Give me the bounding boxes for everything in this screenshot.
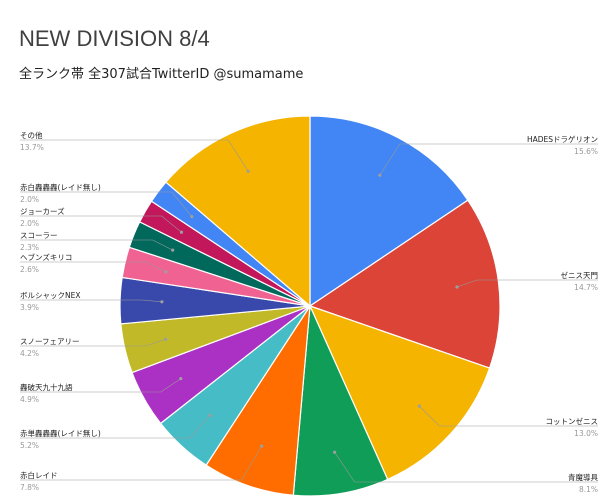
slice-label: ヘブンズキリコ — [20, 252, 72, 262]
slice-label: コットンゼニス — [546, 416, 599, 426]
leader-dot — [179, 230, 184, 234]
slice-label: ゼニス天門 — [561, 270, 599, 280]
slice-label: HADESドラゲリオン — [527, 135, 598, 144]
leader-dot — [164, 270, 168, 274]
slice-percent: 4.2% — [20, 349, 39, 358]
slice-label: スコーラー — [20, 231, 58, 240]
slice-percent: 5.2% — [20, 441, 39, 450]
leader-dot — [246, 169, 250, 173]
slice-label: その他 — [20, 130, 43, 140]
slice-percent: 2.0% — [20, 195, 39, 204]
slice-percent: 14.7% — [574, 283, 598, 292]
leader-line — [456, 279, 598, 288]
leader-line — [379, 143, 598, 176]
leader-dot — [260, 444, 264, 448]
leader-line — [20, 338, 166, 347]
slice-label: スノーフェアリー — [20, 337, 80, 346]
slice-percent: 2.0% — [20, 219, 39, 228]
leader-line — [20, 261, 166, 273]
pie-slice — [309, 115, 469, 308]
pie-slice — [292, 303, 389, 497]
leader-dot — [417, 404, 421, 408]
slice-percent: 8.1% — [579, 485, 598, 494]
pie-slice — [165, 115, 311, 308]
slice-label: 赤白レイド — [20, 470, 58, 480]
leader-dot — [378, 173, 382, 177]
leader-dot — [333, 450, 337, 454]
leader-line — [20, 415, 211, 439]
leader-line — [334, 452, 598, 483]
slice-percent: 15.6% — [574, 147, 598, 156]
slice-label: 轟破天九十九語 — [20, 382, 73, 392]
leader-line — [20, 239, 173, 251]
slice-percent: 2.3% — [20, 243, 39, 252]
leader-dot — [160, 300, 164, 304]
leader-line — [20, 139, 249, 172]
leader-line — [20, 378, 181, 393]
leader-dot — [179, 377, 183, 381]
slice-label: 青魔導具 — [568, 472, 598, 482]
slice-percent: 13.7% — [20, 143, 44, 152]
leader-line — [20, 191, 193, 217]
leader-line — [20, 299, 162, 303]
slice-label: ボルシャックNEX — [20, 291, 81, 300]
slice-percent: 13.0% — [574, 429, 598, 438]
pie-slice — [205, 305, 311, 496]
slice-label: ジョーカーズ — [20, 206, 65, 216]
leader-line — [20, 445, 262, 481]
leader-dot — [171, 248, 175, 252]
slice-percent: 3.9% — [20, 303, 39, 312]
slice-percent: 7.8% — [20, 483, 39, 492]
leader-dot — [190, 215, 194, 219]
slice-percent: 4.9% — [20, 395, 39, 404]
leader-dot — [208, 413, 212, 417]
pie-slice — [308, 304, 491, 481]
slice-label: 赤単轟轟轟(レイド無し) — [20, 428, 101, 438]
slice-label: 赤白轟轟轟(レイド無し) — [20, 182, 101, 192]
slice-percent: 2.6% — [20, 265, 39, 274]
leader-dot — [455, 285, 459, 289]
chart-subtitle: 全ランク帯 全307試合TwitterID @sumamame — [19, 67, 304, 82]
leader-line — [20, 215, 182, 233]
leader-dot — [164, 337, 168, 341]
pie-slice — [308, 199, 501, 369]
chart-title: NEW DIVISION 8/4 — [19, 26, 210, 51]
leader-line — [419, 405, 598, 427]
